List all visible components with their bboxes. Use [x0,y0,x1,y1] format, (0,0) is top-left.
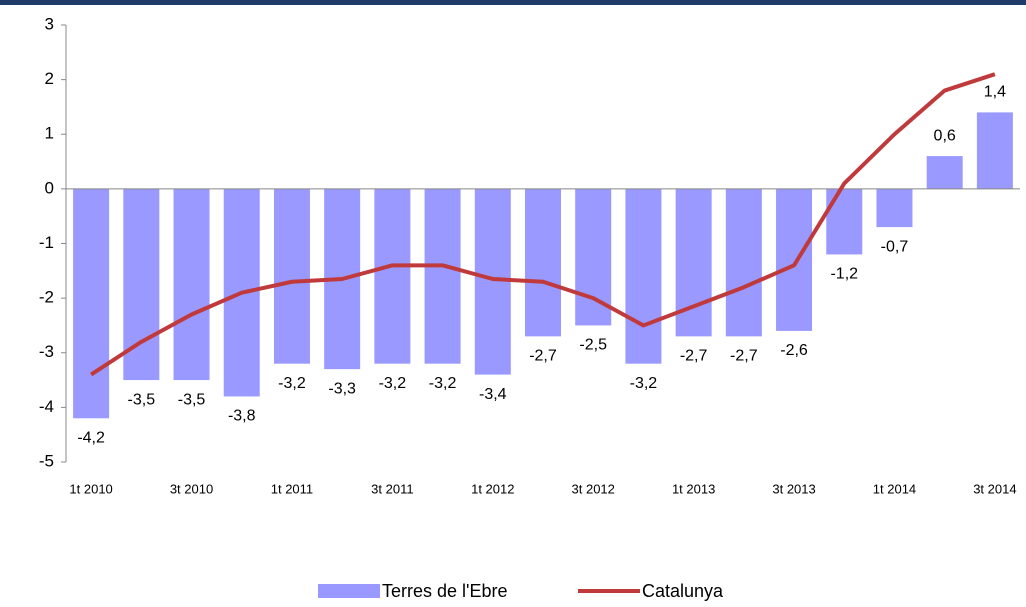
y-tick-label: -4 [39,397,54,416]
x-tick-label: 3t 2012 [572,481,615,496]
x-tick-label: 3t 2011 [371,481,413,496]
value-label: -0,7 [881,238,909,255]
value-label: -4,2 [77,430,105,447]
bar [675,188,712,337]
y-tick-label: 3 [45,14,54,33]
bar [725,188,762,337]
legend-label: Terres de l'Ebre [382,581,508,601]
y-tick-label: 1 [45,124,54,143]
bar [776,188,813,331]
bar [73,188,110,419]
y-tick-label: 0 [45,178,54,197]
bar [273,188,310,364]
bar [876,188,913,228]
value-label: -2,7 [680,348,708,365]
value-label: -3,2 [630,375,658,392]
value-label: -3,2 [429,375,457,392]
bar [173,188,210,381]
value-label: -2,6 [780,342,808,359]
bar [374,188,411,364]
value-label: -3,2 [379,375,407,392]
value-label: -3,4 [479,386,507,403]
line [90,72,996,377]
top-band [0,0,1026,5]
value-label: -3,3 [328,380,356,397]
bar [826,188,863,255]
value-label: -2,7 [529,348,557,365]
value-label: -3,5 [128,391,156,408]
legend-label: Catalunya [642,581,724,601]
value-label: -2,5 [579,337,607,354]
bar [625,188,662,364]
x-tick-label: 3t 2010 [170,481,213,496]
y-tick-label: -5 [39,451,54,470]
x-tick-label: 3t 2013 [772,481,815,496]
bar [976,112,1013,189]
y-tick-label: -3 [39,342,54,361]
y-tick-label: 2 [45,69,54,88]
x-tick-label: 1t 2012 [471,481,514,496]
bar [474,188,511,375]
y-tick-label: -1 [39,233,54,252]
bar [525,188,561,337]
x-tick-label: 1t 2011 [271,481,313,496]
value-label: -2,7 [730,348,758,365]
value-label: 1,4 [984,84,1006,101]
value-label: -3,2 [278,375,306,392]
value-label: 0,6 [934,127,956,144]
value-label: -3,5 [178,391,206,408]
x-tick-label: 3t 2014 [973,481,1016,496]
x-tick-label: 1t 2010 [69,481,112,496]
x-tick-label: 1t 2013 [672,481,715,496]
value-label: -3,8 [228,408,256,425]
legend-swatch [318,584,380,598]
value-label: -1,2 [830,266,858,283]
bar [424,188,461,364]
bar [926,156,963,189]
y-tick-label: -2 [39,288,54,307]
x-tick-label: 1t 2014 [873,481,916,496]
